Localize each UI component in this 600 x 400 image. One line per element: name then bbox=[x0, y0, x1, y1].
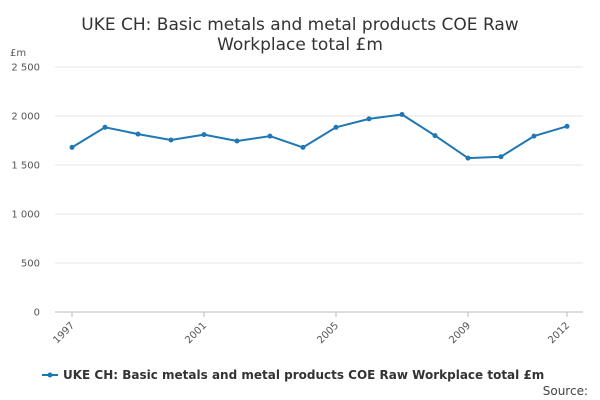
x-tick-label: 2005 bbox=[315, 320, 341, 346]
y-axis-tick-labels: 0 500 1 000 1 500 2 000 2 500 bbox=[11, 63, 40, 319]
y-tick-label: 1 000 bbox=[11, 210, 40, 221]
source-label: Source: bbox=[543, 384, 588, 398]
legend-swatch-marker bbox=[47, 372, 53, 378]
series-line bbox=[71, 113, 568, 160]
x-tick-label: 2009 bbox=[447, 320, 473, 346]
data-point bbox=[300, 144, 306, 150]
y-tick-label: 2 000 bbox=[11, 112, 40, 123]
data-point bbox=[498, 154, 504, 160]
legend-label: UKE CH: Basic metals and metal products … bbox=[63, 368, 544, 382]
y-tick-label: 1 500 bbox=[11, 161, 40, 172]
data-point bbox=[432, 133, 438, 139]
data-point bbox=[168, 137, 174, 143]
data-point bbox=[135, 131, 141, 137]
chart-title-line-2: Workplace total £m bbox=[217, 35, 383, 55]
x-tick-label: 2001 bbox=[183, 320, 209, 346]
data-point bbox=[531, 133, 537, 139]
data-point bbox=[465, 155, 471, 161]
y-axis-unit-label: £m bbox=[10, 48, 26, 59]
y-tick-label: 2 500 bbox=[11, 63, 40, 74]
x-tick-label: 2012 bbox=[546, 320, 572, 346]
data-point bbox=[69, 144, 75, 150]
legend: UKE CH: Basic metals and metal products … bbox=[42, 368, 544, 382]
x-tick-label: 1997 bbox=[51, 320, 77, 346]
data-point bbox=[366, 116, 372, 122]
gridlines bbox=[55, 66, 583, 313]
y-tick-label: 0 bbox=[34, 308, 40, 319]
data-point bbox=[399, 112, 405, 117]
x-axis: 1997 2001 2005 2009 2012 bbox=[51, 312, 572, 346]
data-point bbox=[267, 133, 273, 139]
data-point bbox=[564, 123, 570, 129]
data-point bbox=[201, 132, 207, 138]
data-point bbox=[333, 124, 339, 130]
data-point bbox=[102, 124, 108, 130]
series-layer bbox=[69, 112, 570, 161]
y-tick-label: 500 bbox=[21, 259, 40, 270]
chart-title-line-1: UKE CH: Basic metals and metal products … bbox=[81, 15, 519, 35]
data-point bbox=[234, 138, 240, 144]
